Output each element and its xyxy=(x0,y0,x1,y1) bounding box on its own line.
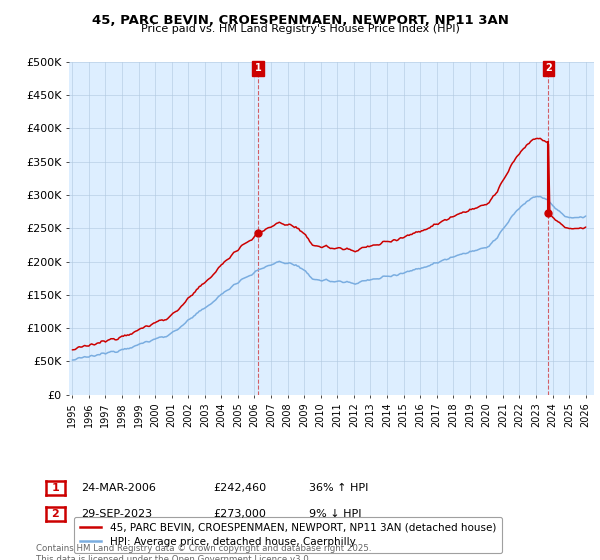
Text: 9% ↓ HPI: 9% ↓ HPI xyxy=(309,509,361,519)
Text: 2: 2 xyxy=(52,509,59,519)
Text: Contains HM Land Registry data © Crown copyright and database right 2025.
This d: Contains HM Land Registry data © Crown c… xyxy=(36,544,371,560)
Text: 45, PARC BEVIN, CROESPENMAEN, NEWPORT, NP11 3AN: 45, PARC BEVIN, CROESPENMAEN, NEWPORT, N… xyxy=(92,14,508,27)
Text: 36% ↑ HPI: 36% ↑ HPI xyxy=(309,483,368,493)
Text: 1: 1 xyxy=(52,483,59,493)
Text: £273,000: £273,000 xyxy=(213,509,266,519)
Text: £242,460: £242,460 xyxy=(213,483,266,493)
Text: Price paid vs. HM Land Registry's House Price Index (HPI): Price paid vs. HM Land Registry's House … xyxy=(140,24,460,34)
Text: 29-SEP-2023: 29-SEP-2023 xyxy=(81,509,152,519)
Legend: 45, PARC BEVIN, CROESPENMAEN, NEWPORT, NP11 3AN (detached house), HPI: Average p: 45, PARC BEVIN, CROESPENMAEN, NEWPORT, N… xyxy=(74,517,502,553)
Text: 24-MAR-2006: 24-MAR-2006 xyxy=(81,483,156,493)
Text: 2: 2 xyxy=(545,63,552,73)
Text: 1: 1 xyxy=(255,63,262,73)
